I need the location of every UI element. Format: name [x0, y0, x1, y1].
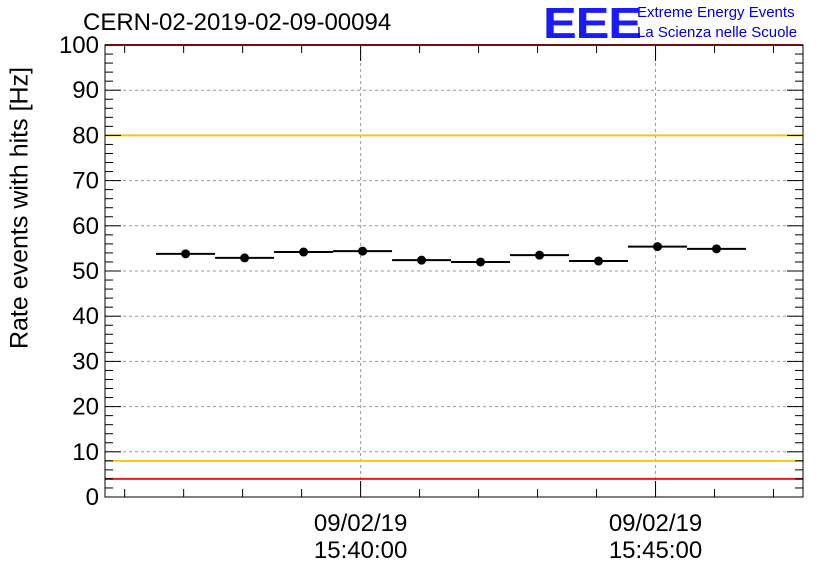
data-point — [653, 242, 663, 252]
y-tick-label: 20 — [72, 394, 99, 421]
data-point — [240, 253, 250, 263]
y-tick-label: 30 — [72, 348, 99, 375]
y-tick-label: 100 — [59, 32, 99, 59]
y-tick-label: 70 — [72, 168, 99, 195]
y-tick-label: 90 — [72, 77, 99, 104]
x-tick-label-date: 09/02/19 — [609, 510, 702, 537]
y-tick-label: 10 — [72, 439, 99, 466]
grid-lines — [105, 45, 803, 497]
logo-caption: Extreme Energy Events La Scienza nelle S… — [637, 3, 797, 43]
data-point — [299, 247, 309, 257]
x-tick-label-time: 15:45:00 — [609, 537, 702, 564]
eee-logo: EEE — [543, 0, 642, 48]
x-tick-label-time: 15:40:00 — [314, 537, 407, 564]
data-point — [181, 249, 191, 259]
y-tick-label: 40 — [72, 303, 99, 330]
data-point — [358, 246, 368, 256]
logo-line-1: Extreme Energy Events — [637, 4, 795, 21]
logo-line-2: La Scienza nelle Scuole — [637, 24, 798, 41]
y-tick-labels: 0 10 20 30 40 50 60 70 80 90 100 — [59, 32, 99, 511]
y-tick-label: 80 — [72, 122, 99, 149]
y-tick-label: 0 — [86, 484, 99, 511]
data-point — [417, 255, 427, 265]
data-point — [711, 244, 721, 254]
x-tick-label-date: 09/02/19 — [314, 510, 407, 537]
data-point — [535, 250, 545, 260]
y-axis-label: Rate events with hits [Hz] — [5, 66, 34, 350]
y-tick-label: 60 — [72, 213, 99, 240]
data-points — [156, 242, 746, 267]
data-point — [594, 256, 604, 266]
axis-ticks — [105, 44, 803, 498]
run-title: CERN-02-2019-02-09-00094 — [83, 9, 392, 36]
data-point — [476, 257, 486, 267]
y-tick-label: 50 — [72, 258, 99, 285]
